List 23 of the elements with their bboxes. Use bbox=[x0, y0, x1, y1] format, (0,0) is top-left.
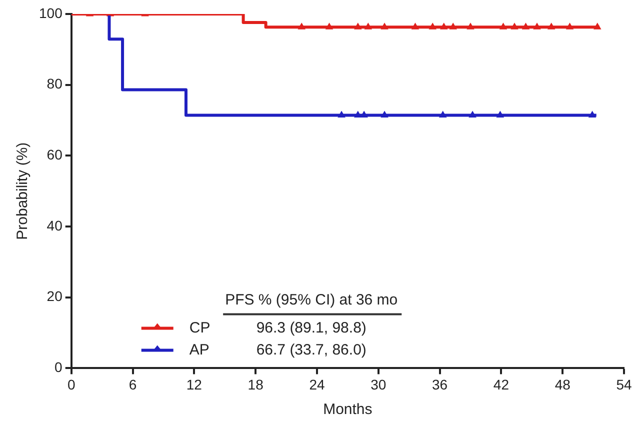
y-axis-title: Probability (%) bbox=[14, 142, 32, 240]
x-axis-title: Months bbox=[323, 401, 372, 418]
x-tick-label: 36 bbox=[432, 376, 448, 392]
x-tick-label: 54 bbox=[616, 376, 632, 392]
y-tick-label: 20 bbox=[46, 288, 63, 304]
x-tick-label: 24 bbox=[309, 376, 325, 392]
x-tick-label: 0 bbox=[67, 376, 76, 392]
x-tick-label: 18 bbox=[248, 376, 264, 392]
y-tick-label: 100 bbox=[39, 4, 63, 21]
x-tick-label: 6 bbox=[128, 376, 137, 392]
x-tick-label: 42 bbox=[493, 376, 510, 392]
x-tick-label: 48 bbox=[554, 376, 571, 392]
y-tick-label: 80 bbox=[46, 76, 63, 92]
annotation: PFS % (95% CI) at 36 mo bbox=[225, 291, 398, 308]
legend-label: CP bbox=[189, 319, 210, 336]
y-tick-label: 0 bbox=[54, 359, 63, 376]
y-tick-label: 40 bbox=[46, 217, 63, 234]
y-tick-label: 60 bbox=[46, 146, 63, 163]
legend-label: AP bbox=[189, 341, 210, 358]
x-tick-label: 12 bbox=[186, 376, 202, 392]
annotation: 66.7 (33.7, 86.0) bbox=[256, 341, 366, 358]
annotation: 96.3 (89.1, 98.8) bbox=[256, 319, 366, 336]
x-tick-label: 30 bbox=[370, 376, 386, 392]
